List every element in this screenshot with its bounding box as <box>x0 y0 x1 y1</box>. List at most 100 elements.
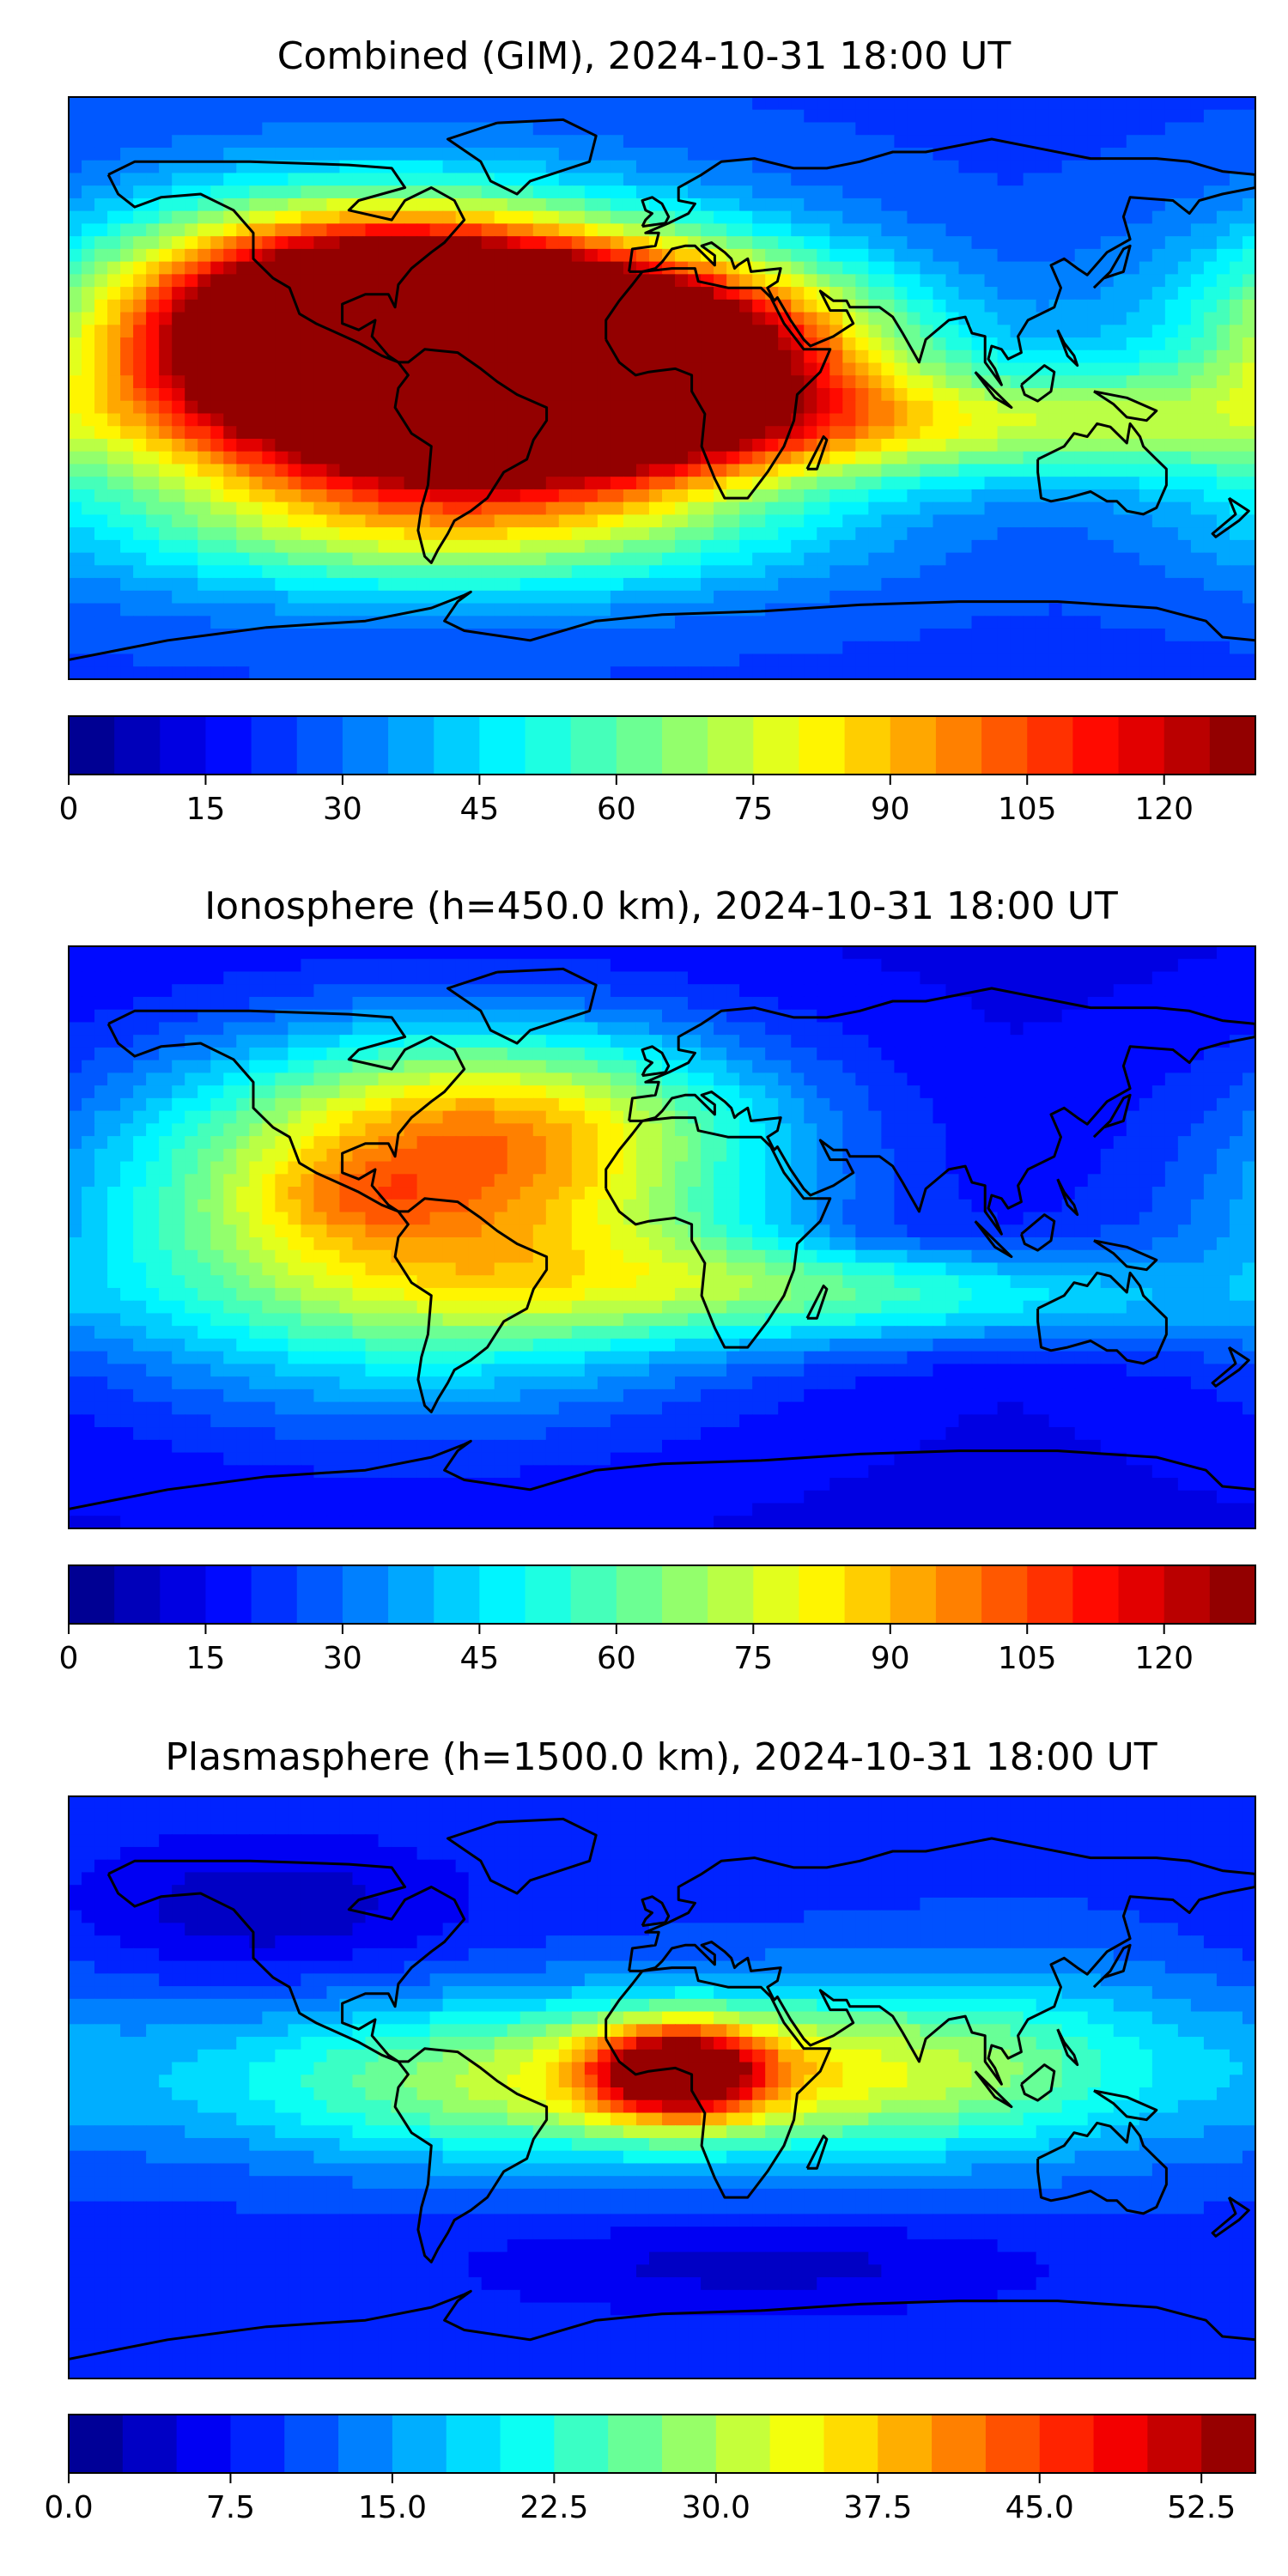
heatmap-cell <box>120 135 134 149</box>
heatmap-cell <box>804 489 818 503</box>
heatmap-cell <box>378 539 392 554</box>
heatmap-cell <box>1100 400 1115 415</box>
heatmap-cell <box>326 641 341 655</box>
heatmap-cell <box>920 653 934 668</box>
heatmap-cell <box>829 489 844 503</box>
heatmap-cell <box>997 996 1012 1011</box>
heatmap-cell <box>855 185 870 199</box>
heatmap-cell <box>197 349 212 364</box>
heatmap-cell <box>249 400 264 415</box>
heatmap-cell <box>262 489 276 503</box>
heatmap-cell <box>210 578 225 592</box>
heatmap-cell <box>94 616 108 629</box>
heatmap-cell <box>1023 477 1037 490</box>
heatmap-cell <box>288 97 302 111</box>
heatmap-cell <box>133 996 147 1011</box>
heatmap-cell <box>288 337 302 351</box>
heatmap-cell <box>765 552 779 567</box>
heatmap-cell <box>610 337 624 351</box>
heatmap-cell <box>107 590 121 605</box>
heatmap-cell <box>842 388 857 402</box>
heatmap-cell <box>933 413 947 428</box>
heatmap-cell <box>714 501 727 516</box>
heatmap-cell <box>1177 261 1192 276</box>
heatmap-cell <box>881 261 896 276</box>
heatmap-cell <box>365 248 380 263</box>
heatmap-cell <box>313 426 328 440</box>
heatmap-cell <box>133 1035 147 1048</box>
heatmap-cell <box>442 197 457 212</box>
heatmap-cell <box>1139 223 1153 237</box>
heatmap-cell <box>635 629 650 642</box>
heatmap-cell <box>584 210 598 225</box>
colorbar-segment <box>844 716 891 775</box>
heatmap-cell <box>1010 236 1024 250</box>
heatmap-cell <box>416 210 431 225</box>
heatmap-cell <box>481 603 495 617</box>
heatmap-cell <box>635 552 650 567</box>
heatmap-cell <box>945 223 960 237</box>
heatmap-cell <box>1010 299 1024 313</box>
heatmap-cell <box>1203 996 1218 1011</box>
heatmap-cell <box>829 984 844 998</box>
heatmap-cell <box>507 109 521 124</box>
heatmap-cell <box>172 666 185 679</box>
coastlines <box>69 118 1255 661</box>
heatmap-cell <box>1203 946 1218 960</box>
heatmap-cell <box>313 552 328 567</box>
heatmap-cell <box>804 173 818 186</box>
heatmap-cell <box>714 438 727 453</box>
heatmap-cell <box>558 248 573 263</box>
heatmap-cell <box>1216 438 1230 453</box>
heatmap-cell <box>275 135 289 149</box>
heatmap-cell <box>635 464 650 477</box>
heatmap-cell <box>817 616 831 629</box>
heatmap-cell <box>817 236 831 250</box>
heatmap-cell <box>507 489 521 503</box>
heatmap-cell <box>185 160 199 174</box>
heatmap-cell <box>378 413 392 428</box>
heatmap-cell <box>1216 122 1230 137</box>
heatmap-cell <box>1216 210 1230 225</box>
heatmap-cell <box>1242 527 1255 541</box>
heatmap-cell <box>429 464 444 477</box>
heatmap-cell <box>1203 400 1218 415</box>
heatmap-cell <box>1087 287 1102 301</box>
heatmap-cell <box>610 477 624 490</box>
heatmap-cell <box>507 477 521 490</box>
heatmap-cell <box>223 413 238 428</box>
heatmap-cell <box>1177 971 1192 986</box>
heatmap-cell <box>855 971 870 986</box>
heatmap-cell <box>1139 629 1153 642</box>
heatmap-cell <box>416 451 431 465</box>
heatmap-cell <box>507 413 521 428</box>
heatmap-cell <box>584 1009 598 1024</box>
heatmap-cell <box>210 349 225 364</box>
heatmap-cell <box>494 400 508 415</box>
heatmap-cell <box>1048 616 1063 629</box>
heatmap-cell <box>829 236 844 250</box>
heatmap-cell <box>82 451 95 465</box>
heatmap-cell <box>159 552 173 567</box>
heatmap-cell <box>94 287 108 301</box>
heatmap-cell <box>971 514 986 528</box>
heatmap-cell <box>726 489 740 503</box>
heatmap-cell <box>275 946 289 960</box>
heatmap-cell <box>133 312 147 326</box>
heatmap-cell <box>894 590 908 605</box>
heatmap-cell <box>662 135 676 149</box>
heatmap-cell <box>545 349 560 364</box>
heatmap-cell <box>1177 616 1192 629</box>
heatmap-cell <box>185 971 199 986</box>
heatmap-cell <box>545 464 560 477</box>
heatmap-cell <box>146 451 160 465</box>
heatmap-cell <box>120 565 134 579</box>
heatmap-cell <box>1100 946 1115 960</box>
heatmap-cell <box>1113 590 1127 605</box>
heatmap-cell <box>107 97 121 111</box>
heatmap-cell <box>584 362 598 377</box>
heatmap-cell <box>301 1022 315 1036</box>
heatmap-cell <box>714 616 727 629</box>
heatmap-cell <box>494 413 508 428</box>
heatmap-cell <box>1139 590 1153 605</box>
